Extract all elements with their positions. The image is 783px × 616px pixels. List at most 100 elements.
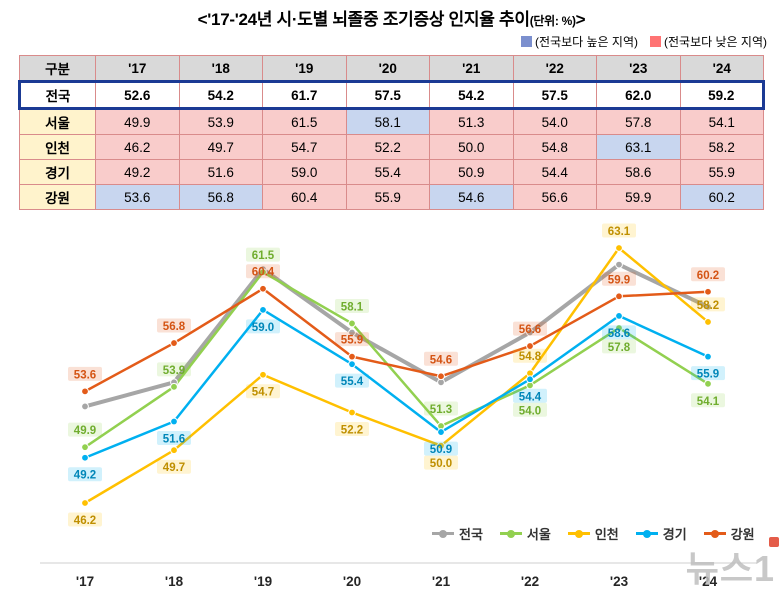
data-label-bg bbox=[246, 319, 280, 334]
data-point-incheon bbox=[437, 441, 445, 450]
data-label-bg bbox=[424, 351, 458, 366]
title-close: > bbox=[575, 10, 586, 29]
line-chart: '17 '18 '19 '20 '21 '22 '23 '24 53.6 49.9 49.2 46.2… bbox=[40, 223, 757, 589]
data-label-bg bbox=[68, 467, 102, 482]
data-label-bg bbox=[335, 298, 369, 313]
series-line-national bbox=[83, 262, 710, 409]
data-point-incheon bbox=[704, 318, 712, 326]
data-label-incheon: 54.8 bbox=[519, 351, 542, 363]
row-label-gangwon: 강원 bbox=[19, 184, 96, 210]
data-point-gangwon bbox=[704, 287, 712, 296]
key-high-label: (전국보다 높은 지역) bbox=[535, 35, 639, 49]
data-label-bg bbox=[157, 431, 191, 446]
data-label-bg bbox=[691, 366, 725, 381]
data-label-bg bbox=[335, 373, 369, 388]
value-cell: 55.9 bbox=[679, 159, 764, 185]
data-label-bg bbox=[246, 247, 280, 262]
value-cell: 57.5 bbox=[512, 80, 597, 110]
data-point-gangwon bbox=[437, 372, 445, 381]
data-label-gyeonggi: 59.0 bbox=[252, 322, 274, 334]
data-label-bg bbox=[513, 321, 547, 336]
legend-item-incheon: 인천 bbox=[567, 524, 619, 543]
legend-label-gyeonggi: 경기 bbox=[662, 527, 687, 542]
data-label-bg bbox=[513, 388, 547, 403]
data-point-national bbox=[81, 402, 89, 411]
data-label-bg bbox=[424, 455, 458, 470]
value-cell: 54.0 bbox=[512, 108, 597, 135]
row-label-gyeonggi: 경기 bbox=[19, 159, 96, 185]
legend-dot-icon bbox=[642, 529, 651, 538]
legend-dot-icon bbox=[506, 529, 515, 538]
data-label-bg bbox=[513, 402, 547, 417]
legend-label-seoul: 서울 bbox=[526, 527, 551, 542]
value-cell: 54.2 bbox=[429, 80, 514, 110]
value-cell: 51.3 bbox=[429, 108, 514, 135]
x-tick-label: '23 bbox=[610, 574, 629, 589]
data-label-seoul: 51.3 bbox=[430, 404, 452, 416]
data-point-gyeonggi bbox=[259, 305, 267, 314]
data-point-seoul bbox=[170, 382, 178, 391]
data-label-bg bbox=[424, 441, 458, 456]
col-header-year: '24 bbox=[679, 55, 764, 82]
value-cell: 61.5 bbox=[262, 108, 347, 135]
data-point-national bbox=[348, 328, 356, 337]
data-point-seoul bbox=[81, 443, 89, 452]
data-label-gyeonggi: 54.4 bbox=[519, 391, 542, 403]
key-item-high: (전국보다 높은 지역) bbox=[521, 33, 638, 50]
x-tick-label: '21 bbox=[432, 574, 451, 589]
data-label-gyeonggi: 50.9 bbox=[430, 444, 452, 456]
watermark-flag-icon bbox=[769, 537, 779, 547]
title-unit: (단위: %) bbox=[529, 14, 576, 28]
table-row-incheon: 인천 46.2 49.7 54.7 52.2 50.0 54.8 63.1 58.2 bbox=[19, 134, 764, 160]
data-label-incheon: 58.2 bbox=[697, 300, 719, 312]
data-label-incheon: 50.0 bbox=[430, 458, 452, 470]
value-cell: 46.2 bbox=[95, 134, 180, 160]
value-cell: 49.2 bbox=[95, 159, 180, 185]
col-header-category: 구분 bbox=[19, 55, 96, 82]
data-label-gangwon: 59.9 bbox=[608, 274, 630, 286]
data-label-gangwon: 56.6 bbox=[519, 324, 541, 336]
value-cell: 60.4 bbox=[262, 184, 347, 210]
value-cell: 52.6 bbox=[95, 80, 180, 110]
data-point-incheon bbox=[259, 370, 267, 379]
data-label-seoul: 49.9 bbox=[74, 425, 96, 437]
value-cell: 54.6 bbox=[429, 184, 514, 210]
data-table: 구분 '17'18'19'20'21'22'23'24 전국 52.6 54.2 61.… bbox=[18, 55, 765, 210]
table-head-row: 구분 '17'18'19'20'21'22'23'24 bbox=[19, 55, 764, 82]
data-label-bg bbox=[335, 421, 369, 436]
data-label-incheon: 63.1 bbox=[608, 226, 631, 238]
value-cell: 56.6 bbox=[512, 184, 597, 210]
data-label-gangwon: 60.4 bbox=[252, 267, 275, 279]
page-title: <'17-'24년 시·도별 뇌졸중 조기증상 인지율 추이(단위: %)> bbox=[0, 0, 783, 30]
value-cell: 63.1 bbox=[596, 134, 681, 160]
series-line-gyeonggi bbox=[83, 308, 710, 459]
high-region-swatch-icon bbox=[521, 36, 533, 47]
data-label-gyeonggi: 49.2 bbox=[74, 470, 96, 482]
data-point-gangwon bbox=[348, 352, 356, 361]
row-label-seoul: 서울 bbox=[19, 108, 96, 135]
value-cell: 58.6 bbox=[596, 159, 681, 185]
chart-legend: 전국 서울 인천 경기 강원 bbox=[432, 524, 755, 543]
data-label-bg bbox=[602, 223, 636, 238]
data-label-bg bbox=[513, 348, 547, 363]
col-header-year: '17 bbox=[95, 55, 180, 82]
data-label-bg bbox=[602, 339, 636, 354]
legend-item-gangwon: 강원 bbox=[703, 524, 755, 543]
data-point-seoul bbox=[615, 324, 623, 332]
row-label-incheon: 인천 bbox=[19, 134, 96, 160]
data-label-bg bbox=[691, 297, 725, 312]
news1-watermark: 뉴스1 bbox=[686, 537, 779, 592]
value-cell: 52.2 bbox=[345, 134, 430, 160]
value-cell: 59.0 bbox=[262, 159, 347, 185]
data-label-gangwon: 53.6 bbox=[74, 369, 96, 381]
data-point-gyeonggi bbox=[437, 428, 445, 436]
data-point-seoul bbox=[348, 319, 356, 328]
value-cell: 57.5 bbox=[345, 80, 430, 110]
data-label-incheon: 54.7 bbox=[252, 387, 274, 399]
data-point-gangwon bbox=[170, 339, 178, 347]
low-region-swatch-icon bbox=[650, 36, 662, 47]
table-row-seoul: 서울 49.9 53.9 61.5 58.1 51.3 54.0 57.8 54.1 bbox=[19, 108, 764, 135]
legend-dot-icon bbox=[439, 529, 447, 538]
legend-label-incheon: 인천 bbox=[594, 527, 619, 542]
value-cell: 49.7 bbox=[178, 134, 263, 160]
